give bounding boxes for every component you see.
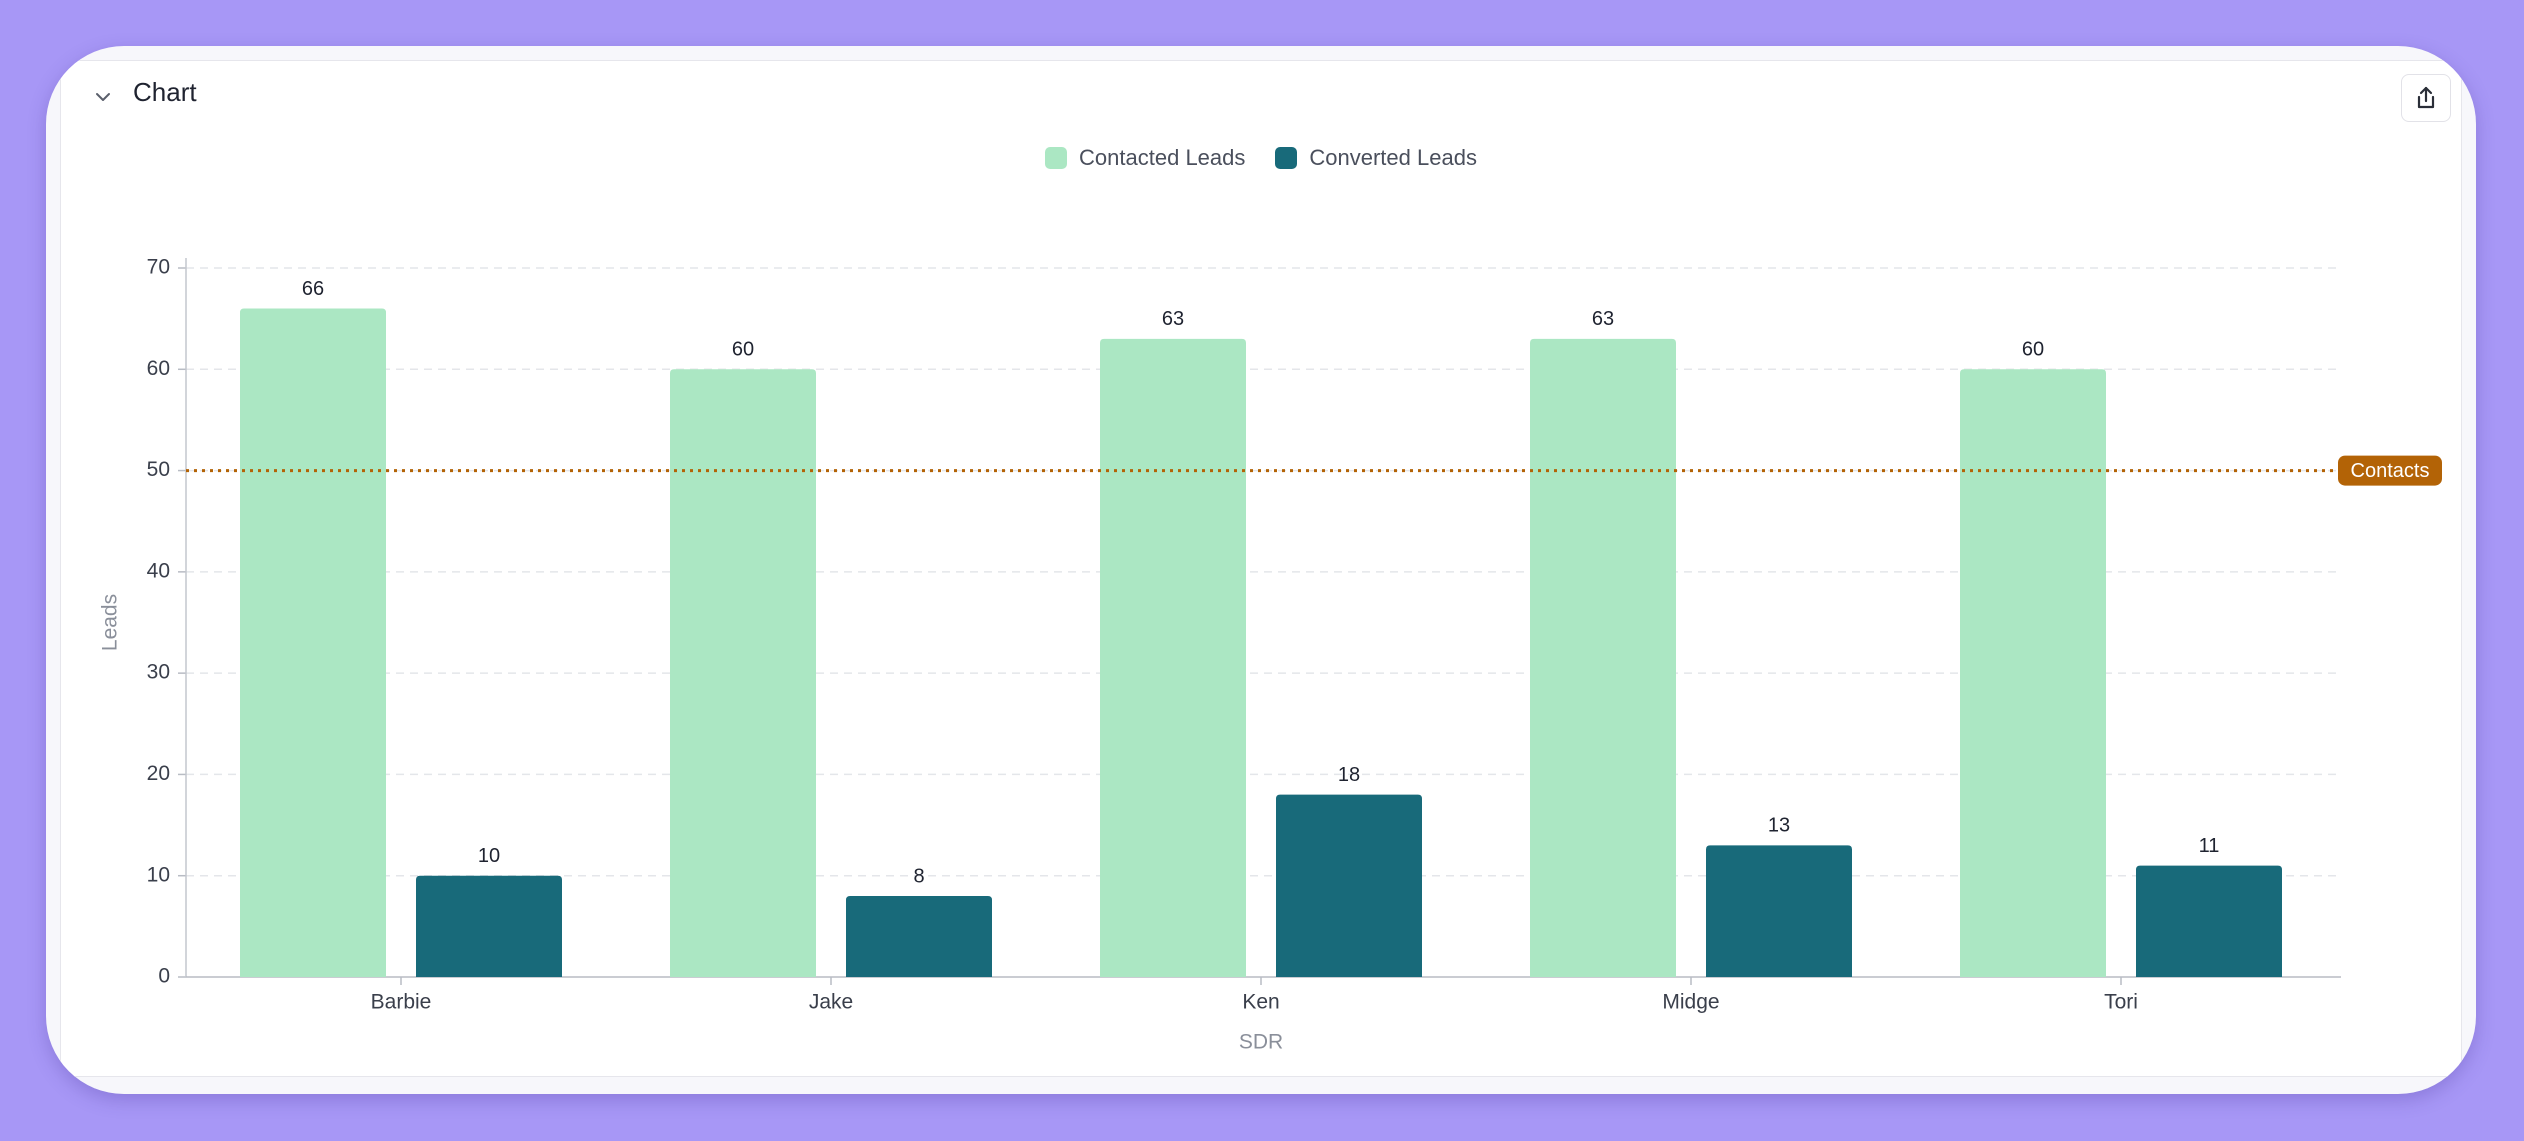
bar-contacted-leads: [1100, 338, 1246, 977]
legend-item-contacted[interactable]: Contacted Leads: [1045, 145, 1245, 171]
data-label: 63: [1592, 308, 1614, 330]
y-tick-label: 0: [158, 965, 170, 988]
y-tick-label: 30: [147, 661, 170, 684]
reference-badge: [2338, 455, 2442, 486]
data-label: 66: [302, 278, 324, 300]
bar-converted-leads: [2136, 865, 2282, 977]
bar-converted-leads: [846, 895, 992, 977]
data-label: 60: [2022, 339, 2044, 361]
card-header: Chart: [61, 61, 2461, 131]
x-tick-label: Barbie: [371, 991, 432, 1014]
data-label: 8: [913, 865, 924, 887]
legend-swatch-contacted: [1045, 147, 1068, 169]
bar-chart: 0 10 20 30 40 50 60 70 66 10 Barbie 60 8 Jake 63 18 Ken 6…: [99, 256, 2442, 1054]
data-label: 11: [2199, 835, 2220, 857]
x-tick-label: Midge: [1662, 991, 1719, 1014]
data-label: 63: [1162, 308, 1184, 330]
legend-label-contacted: Contacted Leads: [1079, 145, 1246, 170]
y-tick-label: 70: [147, 256, 170, 279]
share-icon: [2417, 86, 2435, 109]
chevron-down-icon: [96, 93, 110, 101]
y-tick-label: 20: [147, 762, 170, 785]
bar-converted-leads: [416, 875, 562, 977]
data-label: 18: [1338, 764, 1360, 786]
page-title: Chart: [133, 77, 197, 107]
data-label: 60: [732, 339, 754, 361]
y-axis-title: Leads: [99, 594, 122, 651]
data-label: 13: [1768, 815, 1790, 837]
reference-label: Contacts: [2351, 460, 2430, 482]
bar-contacted-leads: [240, 308, 386, 977]
bar-contacted-leads: [670, 369, 816, 977]
y-tick-label: 50: [147, 458, 170, 481]
y-tick-label: 60: [147, 357, 170, 380]
y-tick-label: 10: [147, 863, 170, 886]
chart-legend: Contacted Leads Converted Leads: [61, 145, 2461, 171]
x-tick-label: Tori: [2104, 991, 2138, 1014]
collapse-button[interactable]: [87, 81, 119, 113]
x-tick-label: Jake: [809, 991, 853, 1014]
chart-card: Chart Contacted Leads Converted Leads 0 1…: [60, 60, 2462, 1077]
y-tick-label: 40: [147, 559, 170, 582]
x-axis-title: SDR: [1239, 1031, 1283, 1054]
bar-contacted-leads: [1960, 369, 2106, 977]
bar-converted-leads: [1276, 794, 1422, 977]
window-frame: Chart Contacted Leads Converted Leads 0 1…: [46, 46, 2476, 1094]
x-tick-label: Ken: [1242, 991, 1279, 1014]
data-label: 10: [478, 845, 500, 867]
legend-label-converted: Converted Leads: [1309, 145, 1477, 170]
bar-converted-leads: [1706, 845, 1852, 977]
legend-item-converted[interactable]: Converted Leads: [1275, 145, 1477, 171]
bar-contacted-leads: [1530, 338, 1676, 977]
legend-swatch-converted: [1275, 147, 1298, 169]
share-button[interactable]: [2401, 74, 2451, 122]
